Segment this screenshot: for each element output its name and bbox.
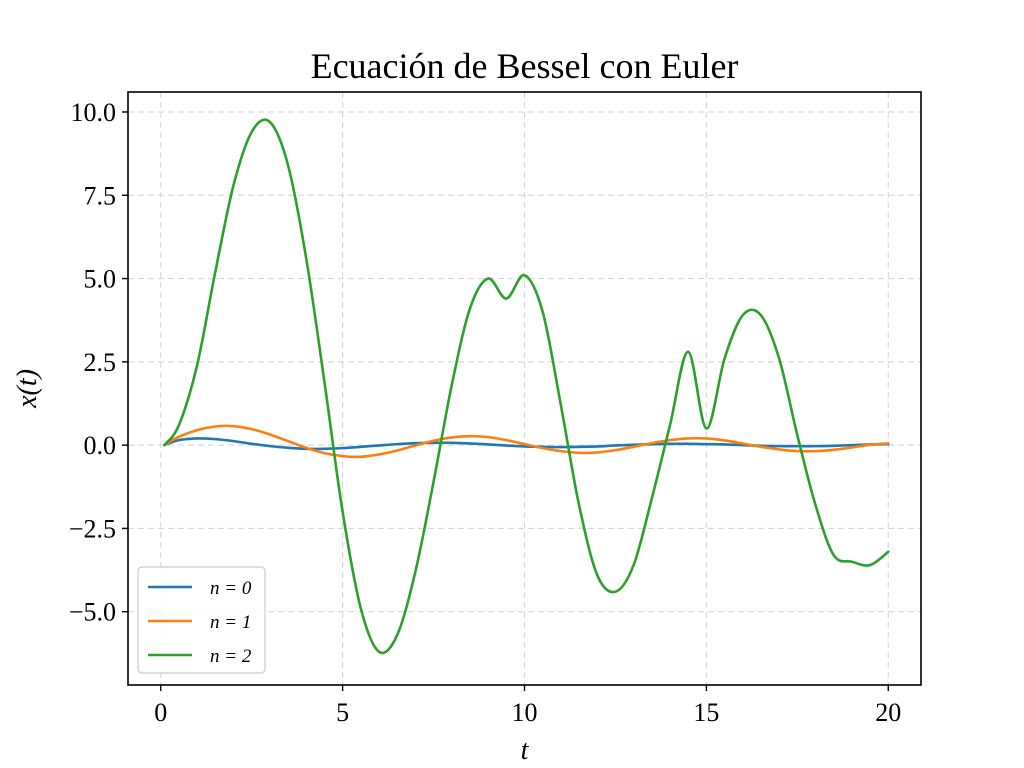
x-tick-label: 15 (693, 698, 719, 727)
x-tick-label: 20 (875, 698, 901, 727)
x-axis-label: t (521, 735, 530, 766)
x-tick-label: 0 (154, 698, 167, 727)
legend-label-n2: n = 2 (210, 646, 252, 667)
y-axis-label: x(t) (12, 369, 43, 409)
y-tick-label: 5.0 (84, 265, 117, 294)
y-tick-label: 2.5 (84, 348, 117, 377)
series-line-n1 (163, 424, 890, 459)
chart-title: Ecuación de Bessel con Euler (311, 46, 739, 86)
y-tick-label: 0.0 (84, 431, 117, 460)
legend-box (137, 566, 266, 674)
y-tick-label: 10.0 (71, 98, 117, 127)
y-tick-label: −2.5 (69, 514, 116, 543)
series-layer (163, 118, 890, 655)
y-tick-label: −5.0 (69, 598, 116, 627)
series-line-n0 (163, 437, 890, 451)
x-tick-label: 10 (512, 698, 538, 727)
series-line-n2 (163, 118, 890, 655)
legend-label-n0: n = 0 (210, 578, 252, 599)
legend-label-n1: n = 1 (210, 612, 251, 633)
x-tick-label: 5 (336, 698, 349, 727)
ticks: 0 5 10 15 20 −5.0 −2.5 0.0 2.5 5.0 7.5 10.0 (69, 98, 901, 727)
y-tick-label: 7.5 (84, 181, 117, 210)
legend: n = 0 n = 1 n = 2 (137, 566, 266, 674)
